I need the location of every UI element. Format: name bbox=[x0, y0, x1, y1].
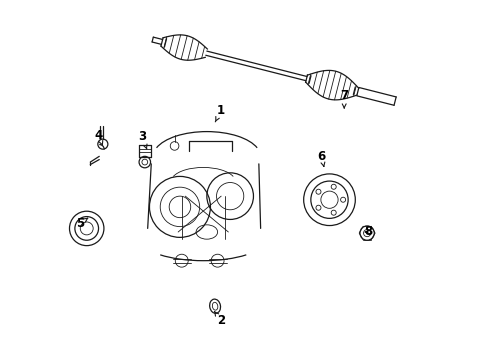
Text: 4: 4 bbox=[94, 129, 102, 145]
Text: 5: 5 bbox=[76, 216, 87, 230]
Text: 2: 2 bbox=[214, 311, 225, 327]
Text: 6: 6 bbox=[317, 150, 325, 166]
Text: 3: 3 bbox=[138, 130, 147, 149]
Text: 1: 1 bbox=[215, 104, 225, 122]
Text: 7: 7 bbox=[340, 89, 347, 108]
Text: 8: 8 bbox=[364, 225, 371, 238]
